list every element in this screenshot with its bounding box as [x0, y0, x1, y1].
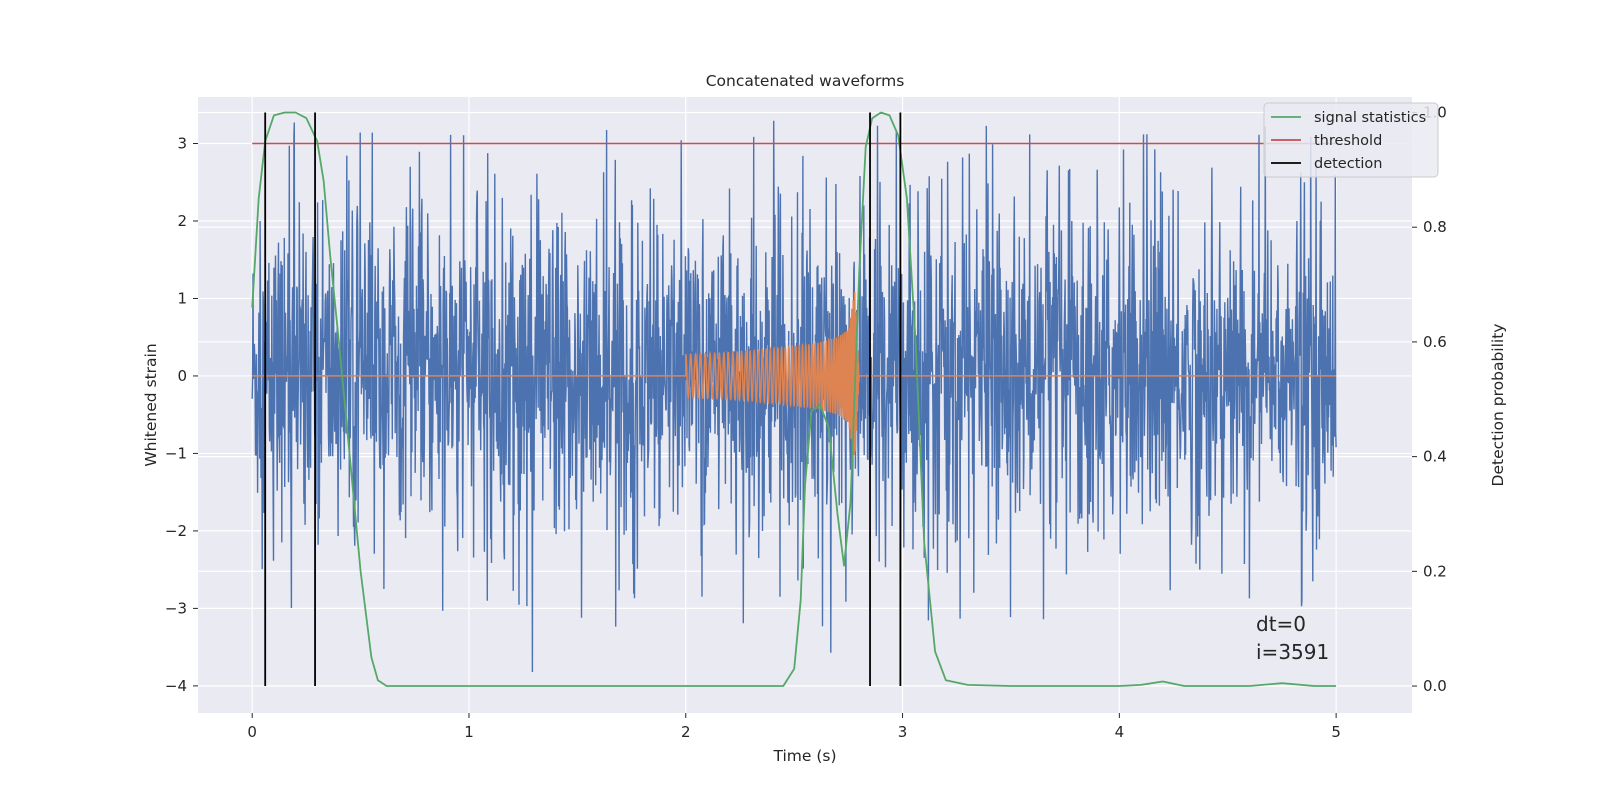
- y2-tick-label: 0.4: [1423, 448, 1447, 466]
- x-tick-label: 2: [681, 723, 691, 741]
- x-tick-label: 4: [1115, 723, 1125, 741]
- x-tick-label: 3: [898, 723, 908, 741]
- template-series: [252, 291, 1337, 456]
- y2-tick-label: 0.8: [1423, 218, 1447, 236]
- y-tick-label: −2: [165, 522, 187, 540]
- template-line: [252, 291, 1337, 456]
- y2-tick-label: 0.6: [1423, 333, 1447, 351]
- legend-box: [1263, 102, 1439, 178]
- y-tick-label: −4: [165, 677, 187, 695]
- legend-entry-threshold: threshold: [1314, 133, 1382, 149]
- detection-series: [264, 112, 902, 687]
- y-tick-label: 3: [177, 134, 187, 152]
- y-tick-label: 2: [177, 212, 187, 230]
- x-tick-label: 0: [247, 723, 257, 741]
- y2-axis-label: Detection probability: [1489, 324, 1507, 487]
- y-tick-label: −1: [165, 444, 187, 462]
- signal-statistics-line: [251, 111, 1337, 687]
- x-axis-label: Time (s): [772, 747, 836, 765]
- x-tick-label: 5: [1331, 723, 1341, 741]
- annotation-index: i=3591: [1256, 640, 1329, 664]
- y-tick-label: 1: [177, 289, 187, 307]
- strain-line: [251, 120, 1337, 673]
- strain-series: [251, 120, 1337, 673]
- chart-title: Concatenated waveforms: [706, 72, 905, 90]
- x-tick-label: 1: [464, 723, 474, 741]
- y2-tick-label: 0.2: [1423, 562, 1447, 580]
- y2-tick-label: 0.0: [1423, 677, 1447, 695]
- annotation-dt: dt=0: [1256, 612, 1306, 636]
- signal-statistics-series: [251, 111, 1337, 687]
- y-tick-label: 0: [177, 367, 187, 385]
- y-tick-label: −3: [165, 599, 187, 617]
- legend-entry-detection: detection: [1314, 156, 1382, 172]
- legend-entry-signal-statistics: signal statistics: [1314, 110, 1426, 126]
- legend: signal statistics threshold detection: [1263, 102, 1439, 178]
- y-axis-label: Whitened strain: [142, 343, 160, 466]
